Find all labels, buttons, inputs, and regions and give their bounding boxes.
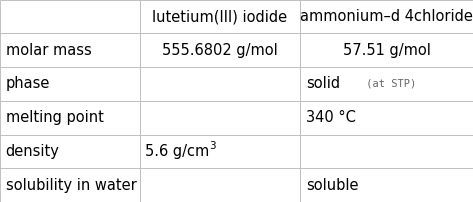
Bar [0,101,140,135]
Text: ammonium–d 4chloride: ammonium–d 4chloride [300,9,473,24]
Text: (at STP): (at STP) [360,79,417,89]
Bar [300,168,473,202]
Bar [0,168,140,202]
Bar [0,67,140,101]
Text: melting point: melting point [6,110,104,125]
Bar [0,33,140,67]
Bar [300,135,473,168]
Bar [0,135,140,168]
Text: density: density [6,144,60,159]
Text: soluble: soluble [306,178,359,193]
Bar [300,33,473,67]
Bar [140,135,300,168]
Bar [300,101,473,135]
Bar [140,168,300,202]
Text: 57.51 g/mol: 57.51 g/mol [343,43,430,58]
Text: molar mass: molar mass [6,43,91,58]
Text: 3: 3 [209,141,216,151]
Text: phase: phase [6,76,50,92]
Bar [300,0,473,33]
Bar [140,101,300,135]
Bar [140,67,300,101]
Bar [0,0,140,33]
Text: solid: solid [306,76,340,92]
Bar [140,0,300,33]
Text: lutetium(III) iodide: lutetium(III) iodide [152,9,288,24]
Text: solubility in water: solubility in water [6,178,136,193]
Text: 555.6802 g/mol: 555.6802 g/mol [162,43,278,58]
Text: 340 °C: 340 °C [306,110,356,125]
Text: 5.6 g/cm: 5.6 g/cm [145,144,210,159]
Bar [140,33,300,67]
Bar [300,67,473,101]
